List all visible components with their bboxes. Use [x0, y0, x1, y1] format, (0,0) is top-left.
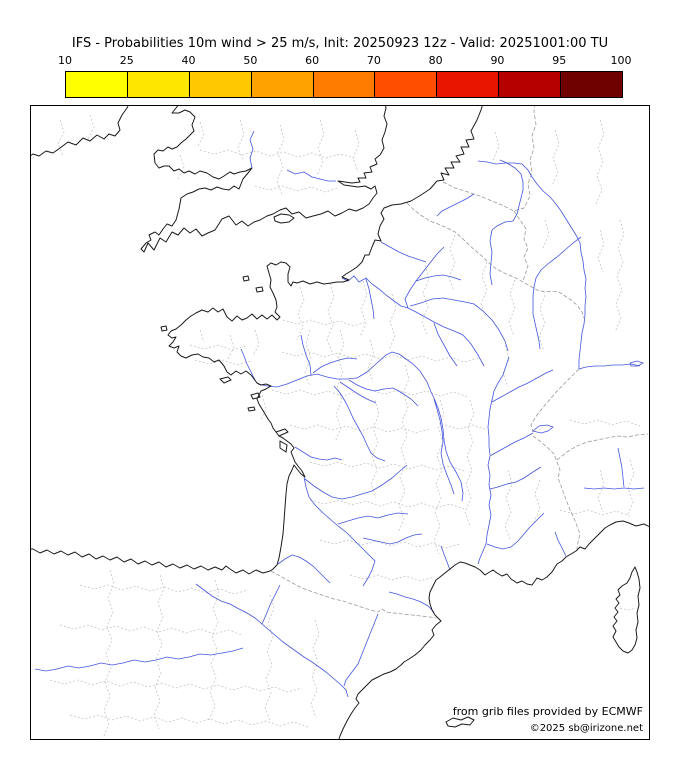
- colorbar-scale: [65, 71, 623, 98]
- national-borders: [270, 106, 649, 619]
- rivers: [34, 130, 645, 698]
- colorbar-tick-label: 40: [181, 54, 196, 67]
- colorbar-tick-label: 95: [552, 54, 567, 67]
- lakes: [532, 360, 644, 434]
- credit-copyright: ©2025 sb@irizone.net: [529, 723, 643, 734]
- colorbar-tick-label: 60: [305, 54, 320, 67]
- colorbar-segment: [312, 72, 375, 97]
- admin-boundaries: [49, 114, 641, 739]
- colorbar-segment: [498, 72, 561, 97]
- colorbar-tick-label: 90: [490, 54, 505, 67]
- colorbar-segment: [250, 72, 313, 97]
- credit-ecmwf: from grib files provided by ECMWF: [452, 705, 643, 718]
- colorbar-segment: [66, 72, 127, 97]
- colorbar-segment: [188, 72, 251, 97]
- colorbar-tick-label: 100: [610, 54, 632, 67]
- colorbar-tick-label: 70: [366, 54, 381, 67]
- coastlines: [31, 106, 649, 739]
- map-canvas: [31, 106, 649, 739]
- colorbar-tick-labels: 10 25 40 50 60 70 80 90 95 100: [58, 54, 632, 68]
- colorbar-tick-label: 80: [428, 54, 443, 67]
- map-title: IFS - Probabilities 10m wind > 25 m/s, I…: [71, 36, 609, 51]
- colorbar-tick-label: 25: [119, 54, 134, 67]
- colorbar-tick-label: 50: [243, 54, 258, 67]
- colorbar-segment: [560, 72, 623, 97]
- map-frame: from grib files provided by ECMWF ©2025 …: [30, 105, 650, 740]
- colorbar-tick-label: 10: [58, 54, 72, 67]
- colorbar-segment: [374, 72, 437, 97]
- colorbar-segment: [436, 72, 499, 97]
- colorbar-segment: [126, 72, 189, 97]
